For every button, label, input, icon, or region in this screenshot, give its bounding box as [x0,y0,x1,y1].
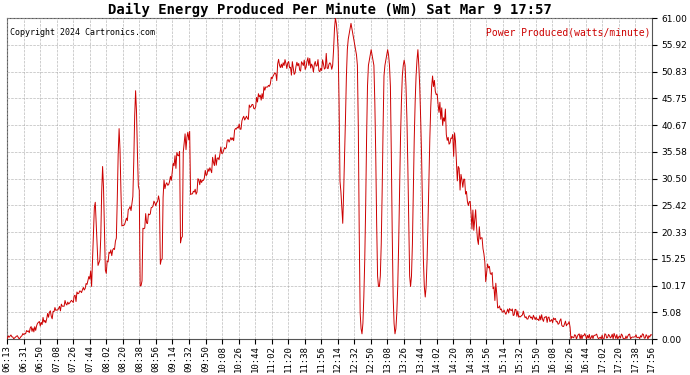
Text: Power Produced(watts/minute): Power Produced(watts/minute) [486,28,651,38]
Text: Copyright 2024 Cartronics.com: Copyright 2024 Cartronics.com [10,28,155,37]
Title: Daily Energy Produced Per Minute (Wm) Sat Mar 9 17:57: Daily Energy Produced Per Minute (Wm) Sa… [108,3,551,17]
